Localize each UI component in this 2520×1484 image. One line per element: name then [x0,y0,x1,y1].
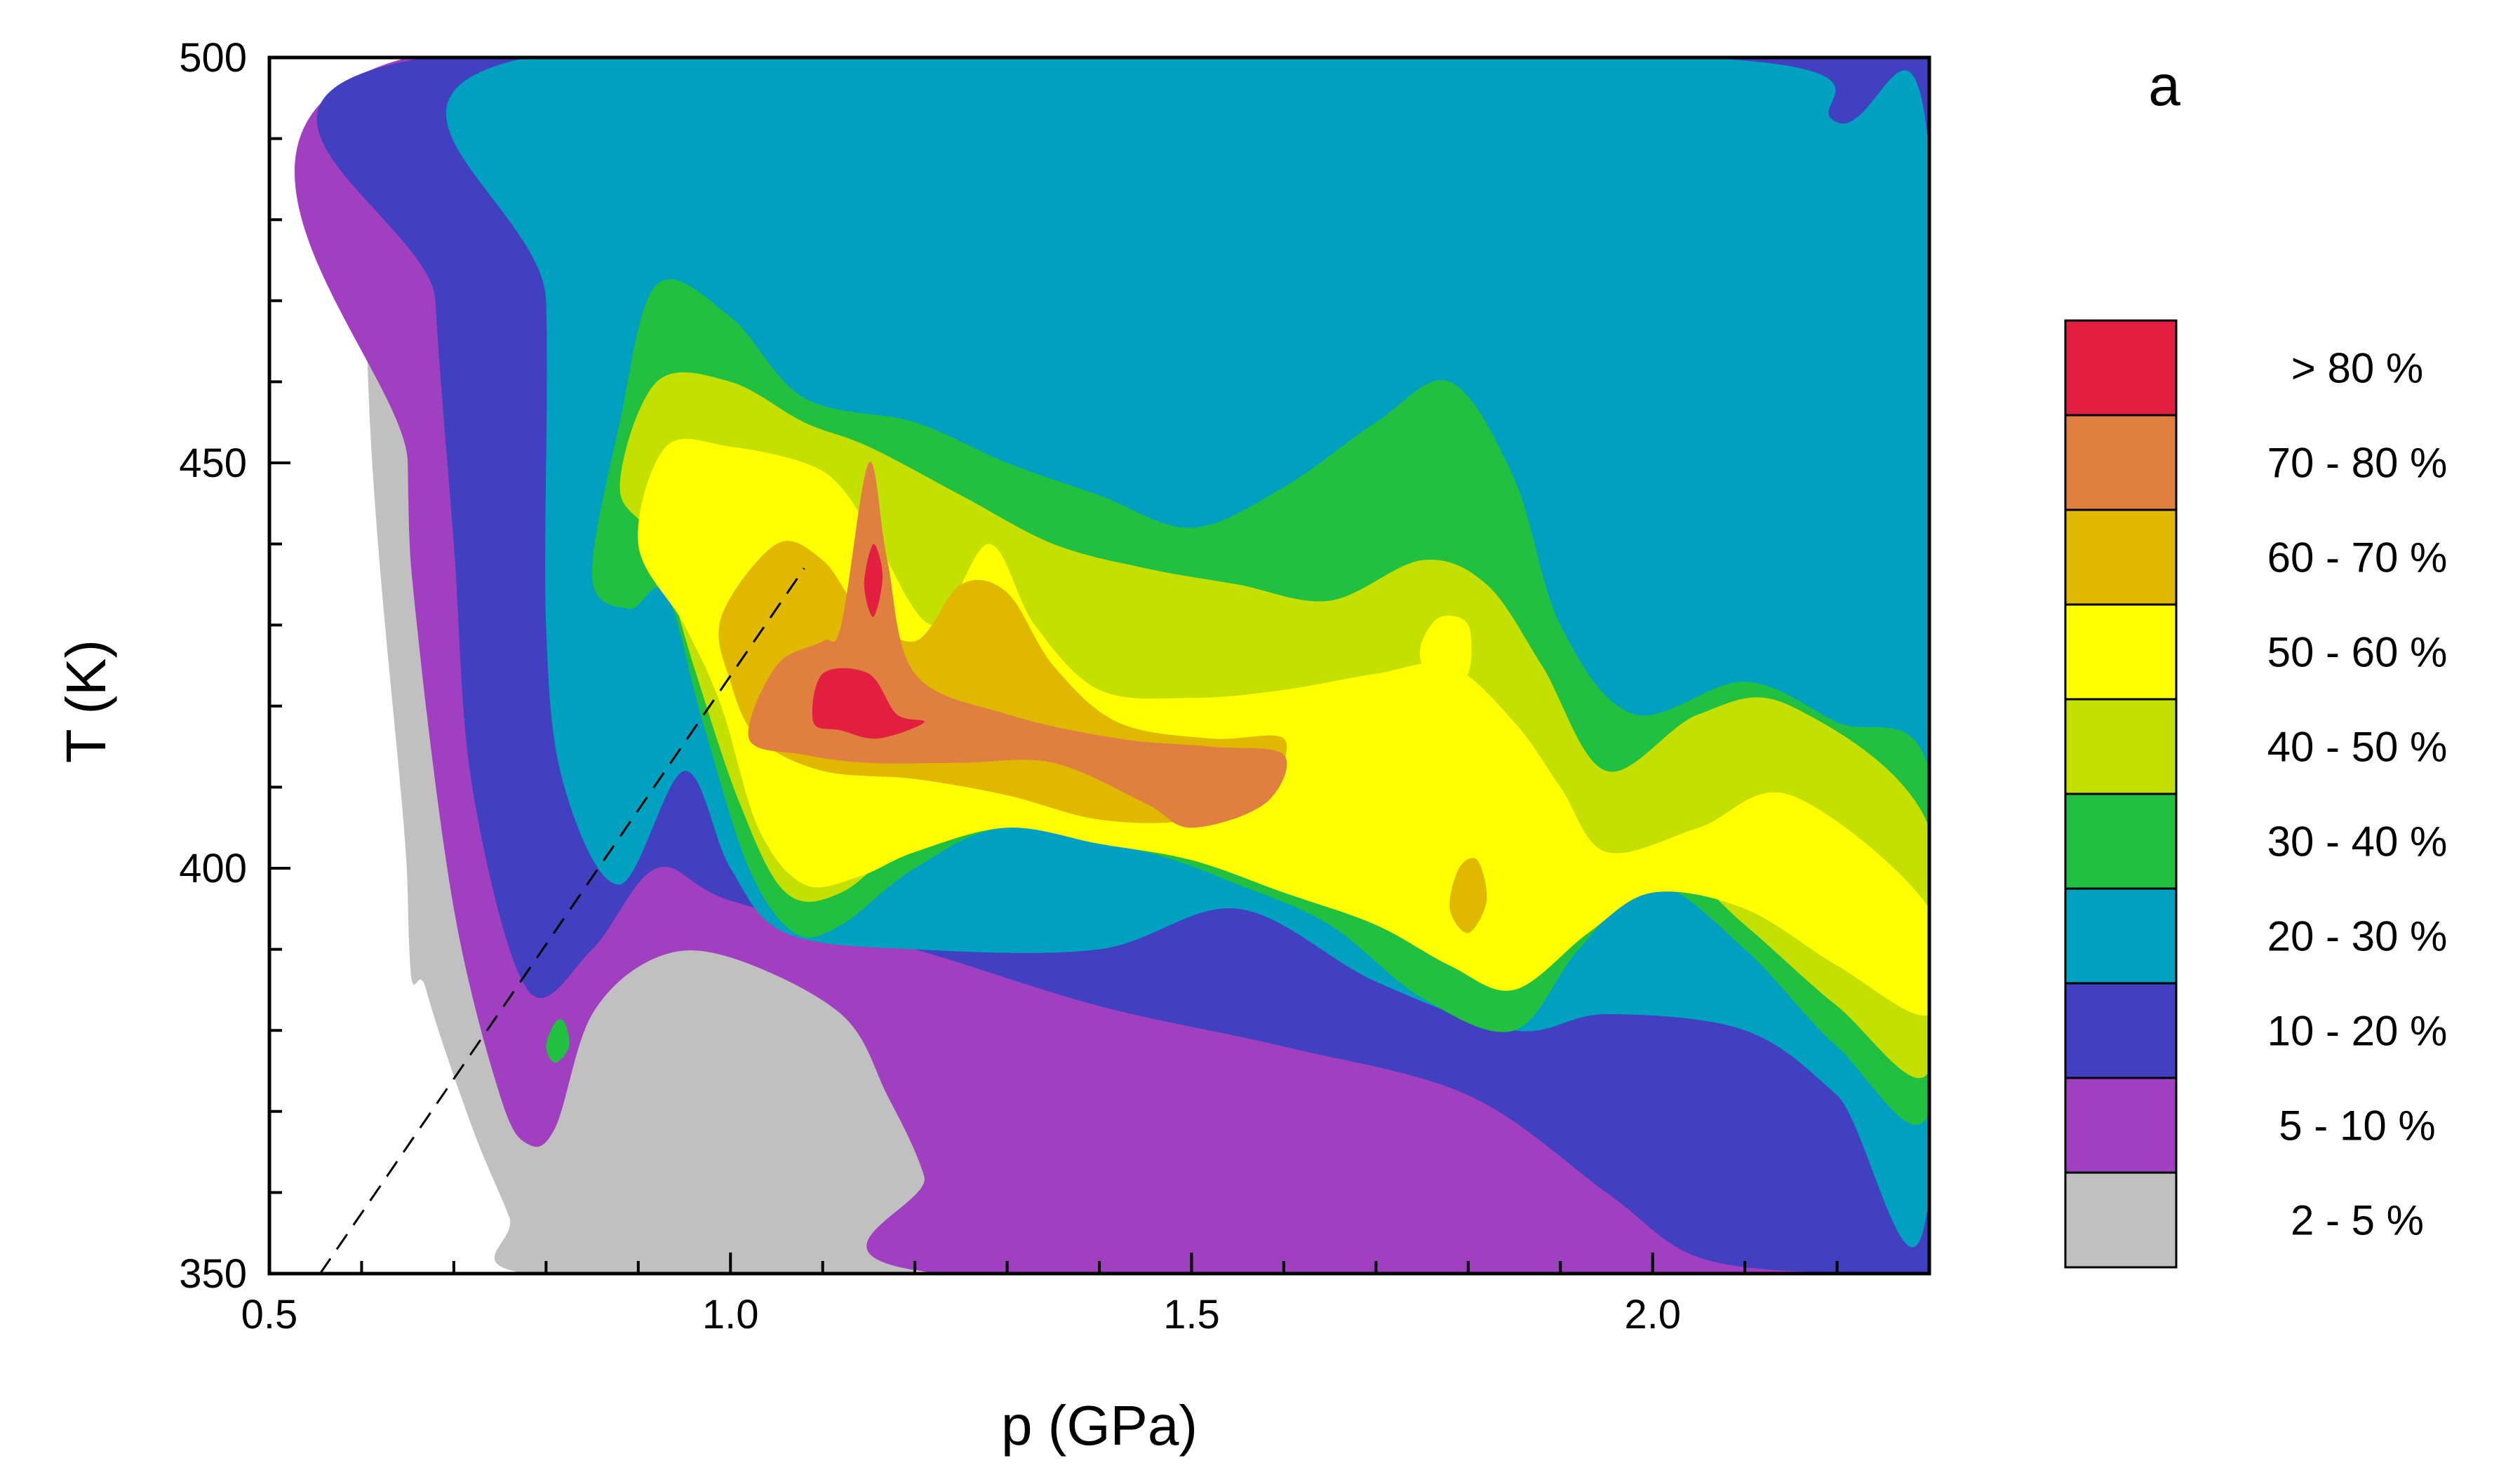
contour-spot-20-30-b [1068,138,1131,204]
legend-swatch [2064,698,2178,795]
contour-band-gt80-spike [864,544,883,617]
dashed-reference-line [319,567,805,1274]
legend-label: 30 - 40 % [2267,818,2448,865]
legend-swatch [2064,508,2178,606]
legend-label: 10 - 20 % [2267,1008,2448,1055]
contour-spot-30-40-a [546,1019,570,1063]
x-axis: 0.5 1.0 1.5 2.0 [241,1253,1931,1337]
y-axis: 350 400 450 500 [179,35,290,1297]
legend-swatch [2064,1171,2178,1269]
contour-spot-60-70-a [1449,858,1487,933]
legend-label: 70 - 80 % [2267,440,2448,487]
legend-swatch [2064,1077,2178,1174]
x-tick-label: 1.5 [1163,1292,1220,1337]
x-tick-label: 0.5 [241,1292,298,1337]
legend-swatch [2064,414,2178,511]
contour-spot-20-30-a [1456,81,1524,180]
legend-label: 40 - 50 % [2267,724,2448,771]
legend-swatch [2064,887,2178,985]
y-tick-label: 500 [179,35,247,81]
y-tick-label: 400 [179,846,247,891]
plot-area [267,55,1931,1276]
legend-swatch [2064,603,2178,701]
legend: > 80 % 70 - 80 % 60 - 70 % 50 - 60 % 40 - 50… [2064,319,2448,1269]
contour-regions [295,58,1929,1274]
y-axis-title: T (K) [55,640,117,763]
contour-spot-50-60-a [1419,615,1472,690]
contour-spot-20-30-d [615,58,716,142]
legend-swatch [2064,319,2178,417]
legend-swatch [2064,982,2178,1079]
legend-label: 20 - 30 % [2267,913,2448,960]
y-tick-label: 350 [179,1251,247,1297]
panel-label: a [2148,54,2180,118]
legend-label: 5 - 10 % [2279,1102,2435,1149]
legend-label: 60 - 70 % [2267,534,2448,581]
x-axis-title: p (GPa) [1001,1394,1198,1457]
x-tick-label: 1.0 [702,1292,759,1337]
contour-spot-20-30-c [1611,168,1751,344]
legend-label: 50 - 60 % [2267,629,2448,676]
x-tick-label: 2.0 [1624,1292,1681,1337]
y-tick-label: 450 [179,440,247,486]
legend-label: 2 - 5 % [2291,1197,2424,1244]
contour-band-50-60 [638,438,1929,1016]
legend-label: > 80 % [2291,345,2423,392]
legend-swatch [2064,792,2178,890]
contour-band-gt80-core [812,668,925,739]
